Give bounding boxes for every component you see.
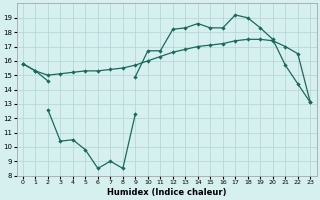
X-axis label: Humidex (Indice chaleur): Humidex (Indice chaleur): [107, 188, 226, 197]
